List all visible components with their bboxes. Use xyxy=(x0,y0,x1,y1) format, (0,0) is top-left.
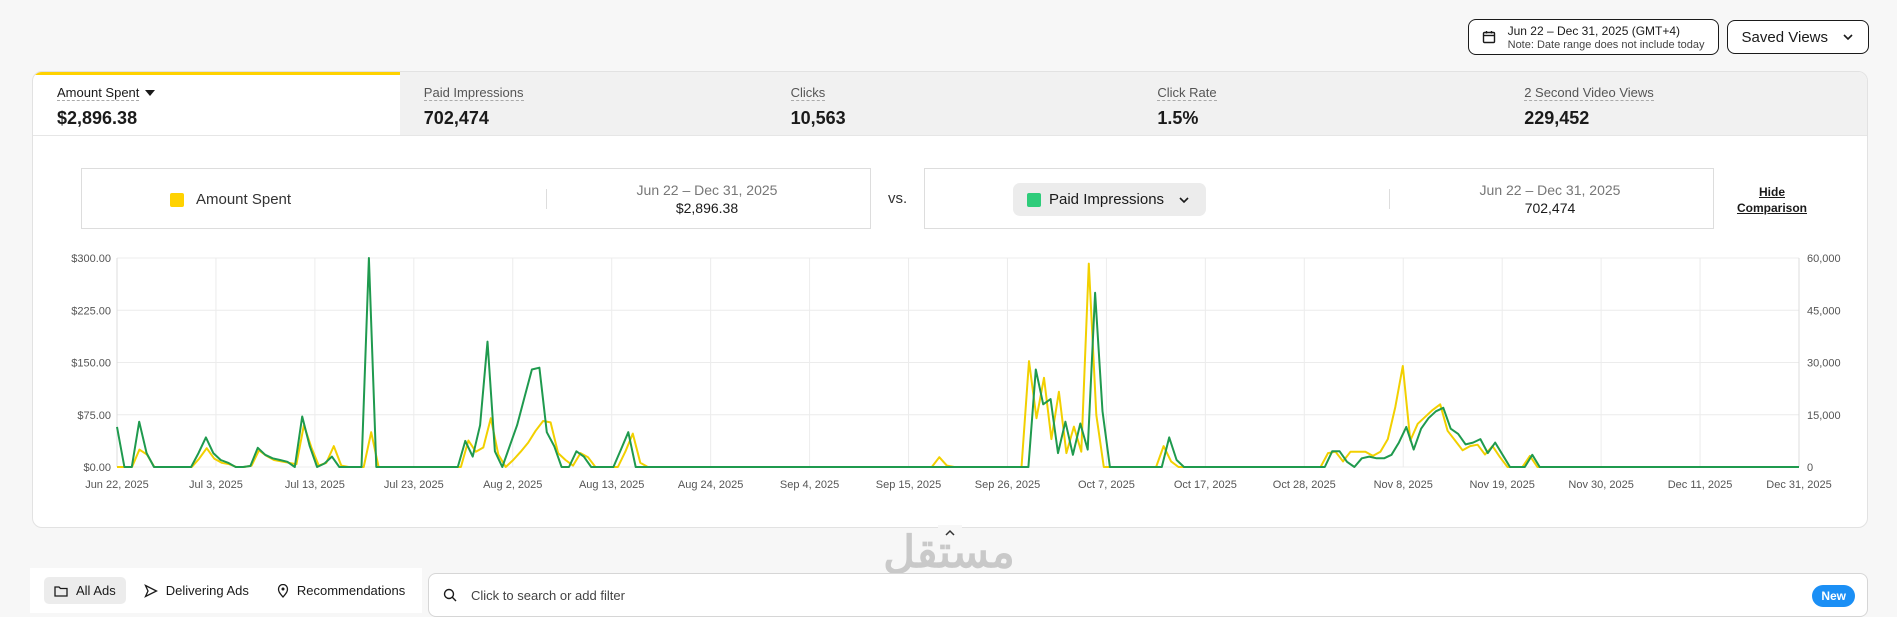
y-left-tick-label: $0.00 xyxy=(83,462,111,474)
metric-tab-video-views[interactable]: 2 Second Video Views 229,452 xyxy=(1500,72,1867,135)
comparison-metric-select[interactable]: Paid Impressions xyxy=(1013,183,1207,216)
metric-label: Click Rate xyxy=(1157,85,1217,101)
vs-label: vs. xyxy=(888,190,908,207)
x-tick-label: Nov 8, 2025 xyxy=(1374,479,1433,491)
metric-value: $2,896.38 xyxy=(57,108,138,128)
amount-spent-swatch xyxy=(170,192,184,207)
metric-value: 702,474 xyxy=(423,108,489,128)
metric-label: Amount Spent xyxy=(57,85,140,101)
y-left-tick-label: $300.00 xyxy=(71,253,111,265)
search-input[interactable] xyxy=(471,587,1671,603)
new-badge: New xyxy=(1812,585,1855,607)
x-tick-label: Sep 4, 2025 xyxy=(780,479,839,491)
comparison-primary-value: $2,896.38 xyxy=(675,200,739,216)
saved-views-button[interactable]: Saved Views xyxy=(1726,20,1869,54)
comparison-secondary-value: 702,474 xyxy=(1524,200,1576,216)
metric-tabs: Amount Spent $2,896.38 Paid Impressions … xyxy=(33,72,1867,136)
y-right-tick-label: 0 xyxy=(1807,462,1813,474)
metric-value: 1.5% xyxy=(1157,108,1199,128)
chevron-up-icon xyxy=(945,529,955,536)
performance-card: Amount Spent $2,896.38 Paid Impressions … xyxy=(32,71,1868,528)
hide-comparison-line1: Hide xyxy=(1758,185,1785,199)
paid-impressions-swatch xyxy=(1027,192,1041,207)
comparison-secondary-label: Paid Impressions xyxy=(1049,191,1165,208)
y-left-tick-label: $150.00 xyxy=(71,358,111,370)
caret-down-icon[interactable] xyxy=(145,89,156,96)
metric-tab-paid-impressions[interactable]: Paid Impressions 702,474 xyxy=(400,72,767,135)
metric-value: 10,563 xyxy=(790,108,846,128)
y-right-tick-label: 45,000 xyxy=(1807,305,1841,317)
y-left-tick-label: $225.00 xyxy=(71,305,111,317)
line-chart: $0.00 0 $75.00 15,000 $150.00 30,000 $225.00 45… xyxy=(71,253,1841,491)
chevron-down-icon xyxy=(1179,196,1189,203)
metric-label: 2 Second Video Views xyxy=(1524,85,1654,101)
series-line-paid-impressions xyxy=(116,257,1799,468)
metric-label: Clicks xyxy=(790,85,826,101)
x-tick-label: Jul 3, 2025 xyxy=(189,479,243,491)
tab-delivering-ads[interactable]: Delivering Ads xyxy=(134,577,259,604)
metric-tab-click-rate[interactable]: Click Rate 1.5% xyxy=(1133,72,1500,135)
metric-tab-amount-spent[interactable]: Amount Spent $2,896.38 xyxy=(33,72,400,135)
metric-value: 229,452 xyxy=(1524,108,1590,128)
folder-icon xyxy=(54,585,68,597)
x-tick-label: Oct 17, 2025 xyxy=(1174,479,1237,491)
tab-label: All Ads xyxy=(76,583,116,598)
hide-comparison-link[interactable]: Hide Comparison xyxy=(1733,184,1811,216)
tab-label: Recommendations xyxy=(296,583,406,598)
search-bar[interactable]: New xyxy=(428,573,1868,617)
y-right-tick-label: 15,000 xyxy=(1807,410,1841,422)
x-tick-label: Jul 23, 2025 xyxy=(384,479,444,491)
x-tick-label: Jul 13, 2025 xyxy=(285,479,345,491)
date-range-text: Jun 22 – Dec 31, 2025 (GMT+4) xyxy=(1507,23,1681,38)
x-tick-label: Aug 24, 2025 xyxy=(678,479,743,491)
send-icon xyxy=(143,583,158,598)
comparison-secondary: Paid Impressions Jun 22 – Dec 31, 2025 7… xyxy=(924,168,1714,229)
tab-all-ads[interactable]: All Ads xyxy=(44,577,126,604)
metric-label: Paid Impressions xyxy=(423,85,524,101)
divider xyxy=(546,189,547,209)
x-tick-label: Sep 15, 2025 xyxy=(876,479,941,491)
x-tick-label: Sep 26, 2025 xyxy=(975,479,1040,491)
x-tick-label: Nov 30, 2025 xyxy=(1568,479,1633,491)
y-right-tick-label: 30,000 xyxy=(1807,358,1841,370)
x-tick-label: Aug 2, 2025 xyxy=(483,479,542,491)
x-tick-label: Nov 19, 2025 xyxy=(1469,479,1534,491)
ads-tab-bar: All Ads Delivering Ads Recommendations xyxy=(30,568,422,613)
x-tick-label: Aug 13, 2025 xyxy=(579,479,644,491)
comparison-primary: Amount Spent Jun 22 – Dec 31, 2025 $2,89… xyxy=(81,168,871,229)
divider xyxy=(1389,189,1390,209)
chevron-down-icon xyxy=(1843,34,1853,41)
top-bar: Jun 22 – Dec 31, 2025 (GMT+4) Note: Date… xyxy=(1467,19,1869,55)
y-right-tick-label: 60,000 xyxy=(1807,253,1841,265)
date-range-note: Note: Date range does not include today xyxy=(1507,38,1705,51)
calendar-icon xyxy=(1482,31,1495,44)
x-tick-label: Jun 22, 2025 xyxy=(85,479,149,491)
metric-tab-clicks[interactable]: Clicks 10,563 xyxy=(767,72,1134,135)
date-range-picker[interactable]: Jun 22 – Dec 31, 2025 (GMT+4) Note: Date… xyxy=(1467,19,1719,55)
search-icon xyxy=(443,588,457,602)
saved-views-label: Saved Views xyxy=(1741,28,1828,46)
location-pin-icon xyxy=(277,583,289,598)
comparison-secondary-range: Jun 22 – Dec 31, 2025 xyxy=(1479,182,1621,198)
y-left-tick-label: $75.00 xyxy=(77,410,111,422)
x-tick-label: Oct 28, 2025 xyxy=(1273,479,1336,491)
tab-recommendations[interactable]: Recommendations xyxy=(267,577,415,604)
tab-label: Delivering Ads xyxy=(165,583,249,598)
x-tick-label: Dec 31, 2025 xyxy=(1766,479,1831,491)
comparison-primary-range: Jun 22 – Dec 31, 2025 xyxy=(636,182,778,198)
x-tick-label: Oct 7, 2025 xyxy=(1078,479,1135,491)
x-tick-label: Dec 11, 2025 xyxy=(1668,479,1733,491)
comparison-primary-label: Amount Spent xyxy=(196,191,292,208)
hide-comparison-line2: Comparison xyxy=(1736,201,1807,215)
collapse-chart-button[interactable] xyxy=(938,525,962,541)
